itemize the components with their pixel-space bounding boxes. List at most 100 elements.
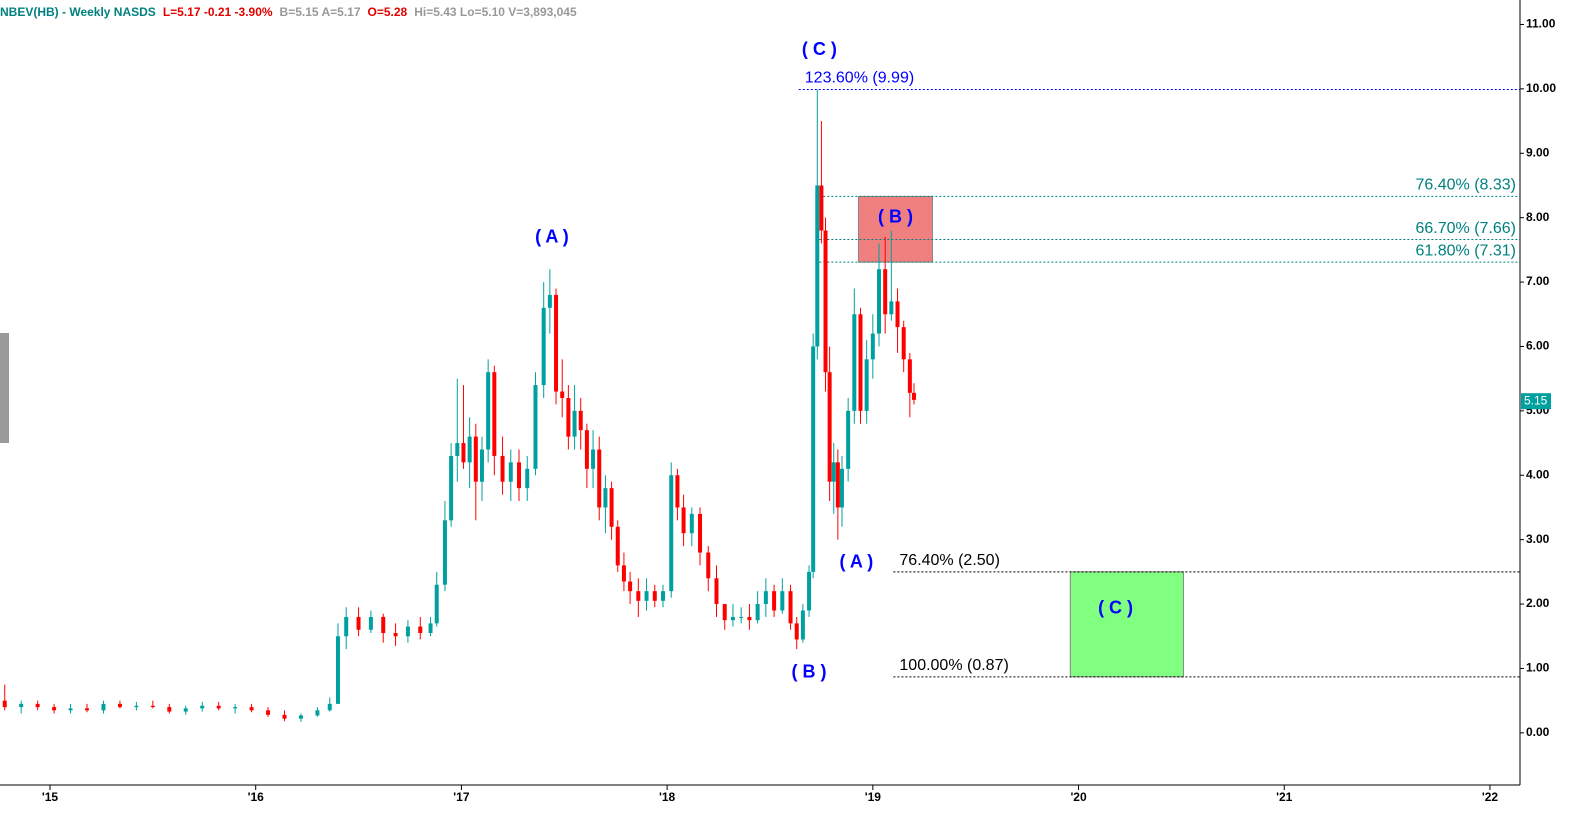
- candle-body: [811, 346, 816, 572]
- candle-body: [434, 584, 439, 624]
- candle-body: [584, 430, 589, 469]
- candle-body: [907, 359, 912, 393]
- candle-body: [200, 705, 205, 709]
- candle-body: [486, 372, 491, 450]
- candle-body: [675, 475, 680, 508]
- candle-body: [134, 705, 139, 708]
- candle-body: [827, 372, 832, 482]
- candle-body: [807, 571, 812, 611]
- candle-body: [628, 581, 633, 592]
- y-tick-label: 8.00: [1526, 210, 1550, 224]
- fib-label: 61.80% (7.31): [1415, 242, 1516, 259]
- candle-body: [578, 410, 583, 431]
- candle-body: [554, 294, 559, 392]
- candle-body: [233, 707, 238, 709]
- candle-body: [858, 314, 863, 411]
- candle-body: [442, 520, 447, 585]
- axis-panel: [1520, 0, 1593, 821]
- x-tick-label: '20: [1070, 790, 1087, 804]
- x-tick-label: '16: [248, 790, 265, 804]
- candle-body: [730, 616, 735, 621]
- candle-body: [381, 616, 386, 634]
- candle-body: [335, 636, 340, 704]
- fib-label: 123.60% (9.99): [805, 70, 914, 87]
- candle-body: [467, 436, 472, 463]
- fib-label: 76.40% (2.50): [899, 552, 1000, 569]
- y-tick-label: 6.00: [1526, 339, 1550, 353]
- candle-body: [327, 703, 332, 711]
- candle-body: [449, 455, 454, 521]
- candle-body: [823, 230, 828, 373]
- candle-body: [479, 449, 484, 482]
- candle-body: [739, 616, 744, 618]
- candle-body: [405, 626, 410, 637]
- candle-body: [609, 488, 614, 527]
- candle-body: [428, 623, 433, 634]
- header-item: L=5.17 -0.21 -3.90%: [163, 5, 273, 19]
- candle-body: [895, 301, 900, 328]
- wave-label: ( A ): [840, 552, 874, 572]
- candle-body: [681, 507, 686, 534]
- candle-body: [547, 294, 552, 308]
- candle-body: [492, 372, 497, 456]
- candle-body: [794, 623, 799, 640]
- candle-body: [150, 705, 155, 708]
- candle-body: [35, 703, 40, 708]
- candle-body: [819, 185, 824, 231]
- candle-body: [85, 708, 90, 711]
- candle-body: [870, 333, 875, 360]
- candle-body: [315, 710, 320, 716]
- y-tick-label: 3.00: [1526, 532, 1550, 546]
- candle-body: [560, 391, 565, 398]
- x-tick-label: '17: [453, 790, 470, 804]
- candle-body: [839, 468, 844, 508]
- candle-body: [368, 616, 373, 630]
- candle-body: [393, 633, 398, 637]
- candle-body: [877, 269, 882, 334]
- header-item: Hi=5.43 Lo=5.10 V=3,893,045: [414, 5, 577, 19]
- candle-body: [780, 591, 785, 611]
- candle-body: [52, 707, 57, 711]
- candle-body: [722, 604, 727, 621]
- y-tick-label: 0.00: [1526, 725, 1550, 739]
- candle-body: [591, 449, 596, 469]
- candle-body: [831, 462, 836, 482]
- candle-body: [763, 591, 768, 605]
- x-tick-label: '15: [42, 790, 59, 804]
- zone: [1069, 571, 1184, 678]
- candle-body: [572, 410, 577, 437]
- candle-body: [911, 392, 916, 400]
- candle-body: [216, 705, 221, 709]
- wave-label: ( C ): [1098, 597, 1133, 617]
- fib-label: 76.40% (8.33): [1415, 177, 1516, 194]
- candle-body: [864, 359, 869, 411]
- candle-body: [644, 591, 649, 601]
- y-tick-label: 7.00: [1526, 274, 1550, 288]
- candle-body: [597, 449, 602, 508]
- candle-body: [788, 591, 793, 624]
- candle-body: [815, 185, 820, 347]
- y-tick-label: 11.00: [1526, 17, 1556, 31]
- candle-body: [669, 475, 674, 592]
- y-tick-label: 10.00: [1526, 81, 1556, 95]
- y-tick-label: 1.00: [1526, 661, 1550, 675]
- candle-body: [517, 462, 522, 489]
- candle-body: [266, 710, 271, 715]
- candle-body: [282, 714, 287, 719]
- candle-body: [706, 552, 711, 579]
- axis-panel: [0, 785, 1593, 821]
- x-tick-label: '21: [1276, 790, 1293, 804]
- side-tab[interactable]: [0, 333, 9, 443]
- candle-body: [455, 443, 460, 456]
- header: NBEV(HB) - Weekly NASDS L=5.17 -0.21 -3.9…: [0, 5, 577, 19]
- header-item: O=5.28: [368, 5, 408, 19]
- candle-body: [901, 327, 906, 360]
- x-tick-label: '22: [1482, 790, 1499, 804]
- candle-body: [566, 397, 571, 437]
- candle-body: [615, 526, 620, 566]
- candle-body: [298, 715, 303, 719]
- header-item: NBEV(HB) - Weekly NASDS: [0, 5, 156, 19]
- y-tick-label: 2.00: [1526, 596, 1550, 610]
